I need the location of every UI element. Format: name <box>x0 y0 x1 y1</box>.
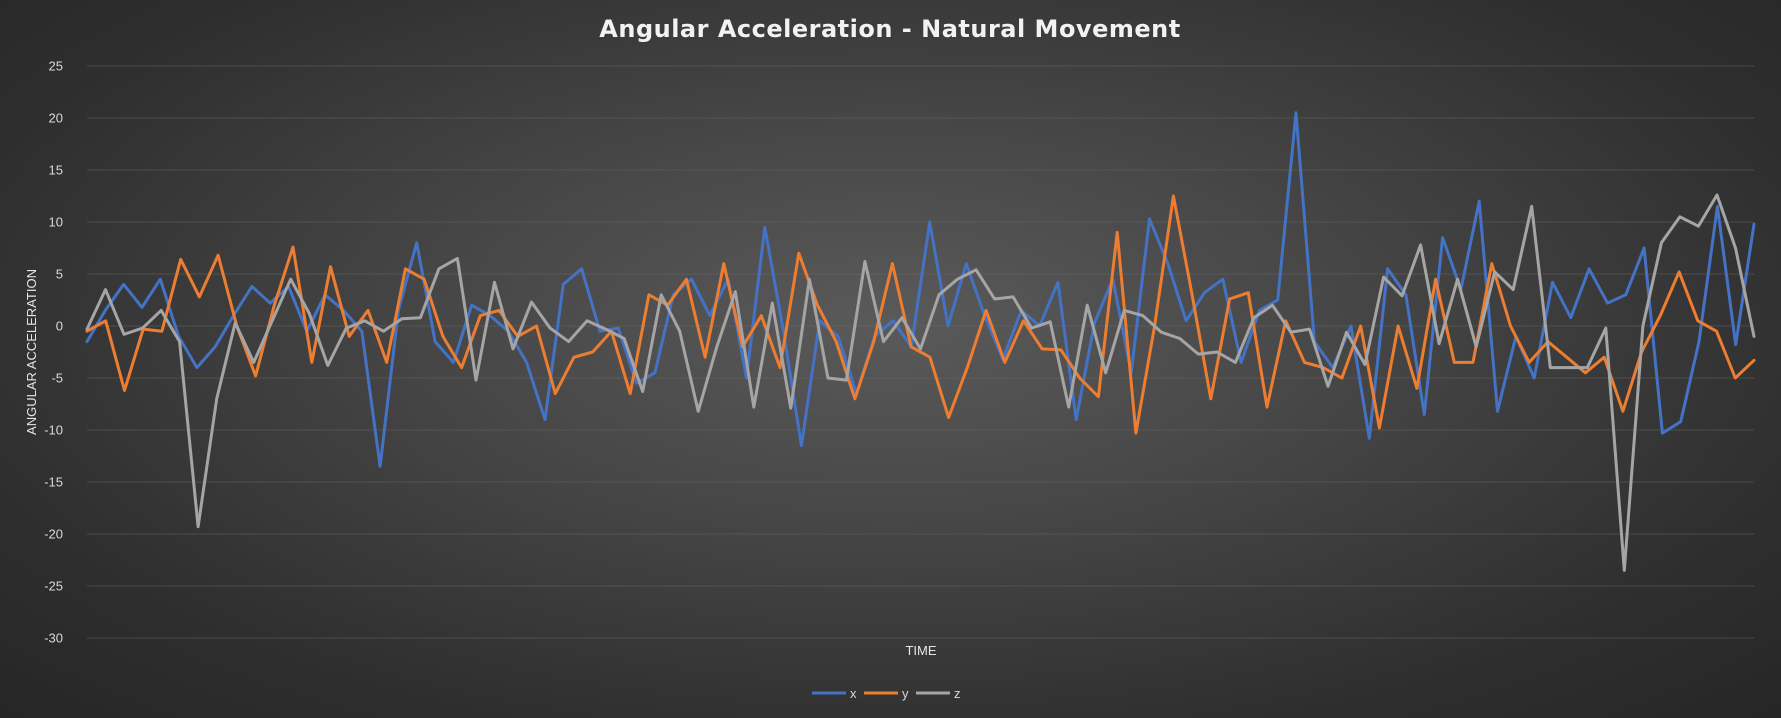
y-tick-label: -5 <box>51 371 63 386</box>
legend: x y z <box>812 686 961 701</box>
chart-title: Angular Acceleration - Natural Movement <box>599 15 1180 43</box>
series-line-x <box>85 111 1756 468</box>
y-tick-label: -10 <box>44 423 63 438</box>
x-axis-label: TIME <box>905 643 936 658</box>
y-tick-label: -20 <box>44 527 63 542</box>
y-tick-label: -30 <box>44 631 63 646</box>
y-tick-label: 5 <box>56 267 63 282</box>
y-tick-label: -15 <box>44 475 63 490</box>
gridlines <box>87 65 1754 639</box>
y-axis-ticks: 25 20 15 10 5 0 -5 -10 -15 -20 -25 -30 <box>44 59 63 646</box>
y-tick-label: 10 <box>49 215 63 230</box>
legend-label-z: z <box>954 686 961 701</box>
y-tick-label: 15 <box>49 163 63 178</box>
y-tick-label: 0 <box>56 319 63 334</box>
y-tick-label: 20 <box>49 111 63 126</box>
legend-label-x: x <box>850 686 857 701</box>
y-axis-label: ANGULAR ACCELERATION <box>24 269 39 435</box>
y-tick-label: 25 <box>49 59 63 74</box>
y-tick-label: -25 <box>44 579 63 594</box>
series-line-z <box>85 193 1756 572</box>
series-lines <box>85 111 1756 572</box>
series-line-y <box>85 194 1756 435</box>
legend-label-y: y <box>902 686 909 701</box>
